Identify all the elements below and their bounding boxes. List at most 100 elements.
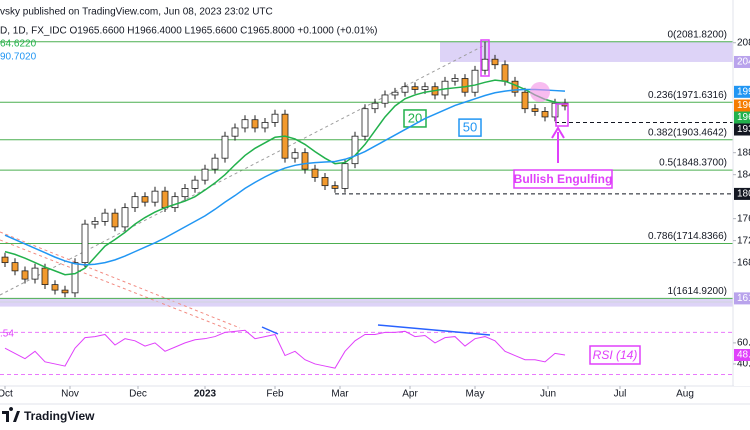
moving-average (4, 79, 566, 276)
price-box-label: 161 (737, 293, 750, 304)
candle-body (331, 185, 339, 189)
rsi-title: RSI (14) (593, 348, 638, 362)
highlight-box (555, 103, 569, 127)
footer-brand: TradingView (24, 409, 95, 423)
candle-body (151, 190, 159, 203)
candle-body (81, 223, 89, 264)
candle-body (21, 270, 29, 280)
candle-body (401, 86, 409, 93)
candle-body (351, 135, 359, 165)
annotation: Bullish Engulfing (514, 172, 613, 186)
candle-body (551, 102, 559, 118)
candle-body (31, 267, 39, 280)
candle-body (41, 267, 49, 286)
x-tick-label: May (466, 389, 485, 400)
candle-body (411, 86, 419, 90)
y-tick-label: 176 (737, 213, 750, 224)
candle-body (11, 262, 19, 272)
y-tick-label: 208 (737, 37, 750, 48)
moving-average (4, 88, 566, 266)
candle-body (311, 168, 319, 178)
fib-label: 0.236(1971.6316) (648, 90, 727, 101)
candle-body (1, 256, 9, 264)
y-tick-label: 172 (737, 235, 750, 246)
price-box (734, 292, 750, 305)
y-tick-label: 188 (737, 147, 750, 158)
candle-body (231, 127, 239, 137)
candle-body (141, 196, 149, 203)
candle-body (451, 78, 459, 82)
candle-body (361, 108, 369, 137)
x-tick-label: Oct (0, 389, 13, 400)
candle-body (371, 102, 379, 110)
highlight-circle (530, 82, 550, 102)
legend-box (458, 118, 482, 137)
symbol-line: D, 1D, FX_IDC O1965.6600 H1966.4000 L196… (0, 26, 378, 37)
candle-body (421, 86, 429, 90)
candle-body (181, 188, 189, 198)
candle-body (341, 163, 349, 189)
divergence-line (377, 324, 491, 336)
candle-body (211, 157, 219, 170)
price-box-label: 199 (737, 86, 750, 97)
legend-label: 20 (408, 110, 422, 125)
rsi-title-box (589, 345, 641, 365)
rsi-line (4, 329, 566, 369)
candle-body (271, 113, 279, 123)
candle-body (101, 212, 109, 222)
price-box-label: 180 (737, 189, 750, 200)
fib-label: 0.382(1903.4642) (648, 127, 727, 138)
price-box-label: 193 (737, 124, 750, 135)
candle-body (201, 168, 209, 181)
x-tick-label: Feb (266, 389, 284, 400)
price-box (734, 99, 750, 112)
candle-body (251, 119, 259, 129)
x-tick-label: Jun (540, 389, 556, 400)
candle-body (301, 152, 309, 170)
x-tick-label: Nov (61, 389, 79, 400)
price-box-label: 196 (737, 100, 750, 111)
zone (440, 41, 733, 62)
candle-body (171, 196, 179, 209)
price-box (734, 55, 750, 68)
candle-body (471, 69, 479, 93)
fib-label: 0(2081.8200) (668, 29, 728, 40)
x-tick-label: Dec (129, 389, 147, 400)
candle-body (491, 58, 499, 66)
candle-body (461, 78, 469, 93)
candle-body (131, 196, 139, 209)
candle-body (381, 94, 389, 104)
divergence-line (261, 326, 279, 335)
candle-body (51, 284, 59, 291)
candle-body (261, 122, 269, 129)
legend-label: 50 (463, 120, 477, 135)
price-box (734, 187, 750, 200)
rsi-legend-value: .54 (0, 329, 14, 340)
x-tick-label: Apr (402, 389, 418, 400)
trend-line (0, 231, 241, 329)
candle-body (321, 177, 329, 187)
candle-body (71, 262, 79, 294)
candle-body (391, 91, 399, 96)
highlight-box (480, 39, 490, 77)
trend-line (0, 239, 231, 331)
x-tick-label: Jul (614, 389, 627, 400)
annotation-box (513, 169, 613, 189)
ma50-value: 90.7020 (0, 52, 37, 63)
y-tick-label: 168 (737, 257, 750, 268)
rsi-tick-label: 40.0 (737, 359, 750, 370)
y-tick-label: 184 (737, 169, 750, 180)
arrow-head (551, 126, 565, 139)
candle-body (161, 190, 169, 209)
x-tick-label: Aug (676, 389, 694, 400)
price-box (734, 85, 750, 98)
rsi-value-label: 48. (737, 350, 750, 361)
candle-body (61, 289, 69, 294)
candle-body (541, 111, 549, 118)
candle-body (521, 91, 529, 110)
price-box-label: 196 (737, 112, 750, 123)
price-box-label: 204 (737, 57, 750, 68)
candle-body (501, 64, 509, 82)
